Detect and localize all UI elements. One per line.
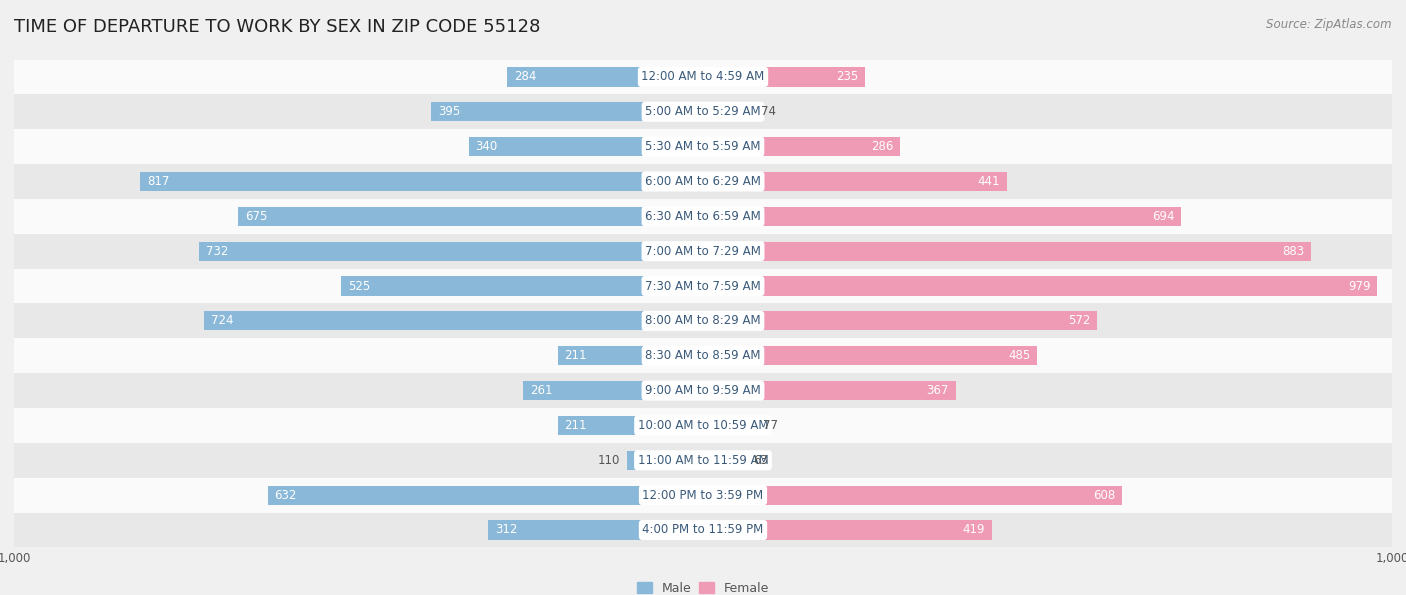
Bar	[508, 67, 703, 86]
Bar	[14, 303, 1392, 339]
Bar	[703, 172, 1007, 191]
Bar	[267, 486, 703, 505]
Bar	[141, 172, 703, 191]
Text: 11:00 AM to 11:59 AM: 11:00 AM to 11:59 AM	[638, 454, 768, 466]
Text: 110: 110	[598, 454, 620, 466]
Bar	[204, 311, 703, 330]
Legend: Male, Female: Male, Female	[631, 577, 775, 595]
Bar	[703, 521, 991, 540]
Bar	[703, 416, 756, 435]
Bar	[14, 339, 1392, 373]
Bar	[703, 206, 1181, 226]
Text: 340: 340	[475, 140, 498, 153]
Text: 8:30 AM to 8:59 AM: 8:30 AM to 8:59 AM	[645, 349, 761, 362]
Text: 419: 419	[962, 524, 984, 537]
Bar	[14, 512, 1392, 547]
Text: TIME OF DEPARTURE TO WORK BY SEX IN ZIP CODE 55128: TIME OF DEPARTURE TO WORK BY SEX IN ZIP …	[14, 18, 540, 36]
Text: 211: 211	[565, 349, 588, 362]
Bar	[14, 373, 1392, 408]
Text: 732: 732	[205, 245, 228, 258]
Bar	[14, 408, 1392, 443]
Bar	[703, 102, 754, 121]
Bar	[703, 381, 956, 400]
Bar	[14, 60, 1392, 95]
Bar	[14, 478, 1392, 512]
Bar	[14, 95, 1392, 129]
Bar	[488, 521, 703, 540]
Text: 525: 525	[349, 280, 370, 293]
Text: 261: 261	[530, 384, 553, 397]
Bar	[14, 164, 1392, 199]
Text: 74: 74	[761, 105, 776, 118]
Text: 724: 724	[211, 314, 233, 327]
Bar	[14, 443, 1392, 478]
Text: 883: 883	[1282, 245, 1305, 258]
Text: 367: 367	[927, 384, 949, 397]
Text: 12:00 AM to 4:59 AM: 12:00 AM to 4:59 AM	[641, 70, 765, 83]
Bar	[703, 311, 1097, 330]
Text: 5:00 AM to 5:29 AM: 5:00 AM to 5:29 AM	[645, 105, 761, 118]
Bar	[198, 242, 703, 261]
Text: 10:00 AM to 10:59 AM: 10:00 AM to 10:59 AM	[638, 419, 768, 432]
Bar	[703, 137, 900, 156]
Bar	[14, 199, 1392, 234]
Bar	[703, 67, 865, 86]
Bar	[703, 346, 1038, 365]
Bar	[627, 450, 703, 470]
Text: 63: 63	[754, 454, 768, 466]
Bar	[523, 381, 703, 400]
Bar	[703, 450, 747, 470]
Bar	[468, 137, 703, 156]
Text: 632: 632	[274, 488, 297, 502]
Text: 395: 395	[437, 105, 460, 118]
Text: 284: 284	[515, 70, 537, 83]
Bar	[430, 102, 703, 121]
Bar	[14, 234, 1392, 268]
Text: 485: 485	[1008, 349, 1031, 362]
Text: 608: 608	[1092, 488, 1115, 502]
Text: 77: 77	[763, 419, 778, 432]
Bar	[342, 277, 703, 296]
Text: 694: 694	[1152, 210, 1174, 223]
Bar	[703, 242, 1312, 261]
Text: 441: 441	[977, 175, 1000, 188]
Text: 286: 286	[870, 140, 893, 153]
Bar	[14, 268, 1392, 303]
Text: 7:00 AM to 7:29 AM: 7:00 AM to 7:29 AM	[645, 245, 761, 258]
Text: 8:00 AM to 8:29 AM: 8:00 AM to 8:29 AM	[645, 314, 761, 327]
Text: 9:00 AM to 9:59 AM: 9:00 AM to 9:59 AM	[645, 384, 761, 397]
Text: 6:30 AM to 6:59 AM: 6:30 AM to 6:59 AM	[645, 210, 761, 223]
Bar	[703, 486, 1122, 505]
Text: 312: 312	[495, 524, 517, 537]
Bar	[14, 129, 1392, 164]
Text: Source: ZipAtlas.com: Source: ZipAtlas.com	[1267, 18, 1392, 31]
Text: 5:30 AM to 5:59 AM: 5:30 AM to 5:59 AM	[645, 140, 761, 153]
Text: 817: 817	[148, 175, 169, 188]
Text: 7:30 AM to 7:59 AM: 7:30 AM to 7:59 AM	[645, 280, 761, 293]
Text: 979: 979	[1348, 280, 1371, 293]
Text: 675: 675	[245, 210, 267, 223]
Text: 235: 235	[835, 70, 858, 83]
Text: 211: 211	[565, 419, 588, 432]
Bar	[558, 346, 703, 365]
Bar	[238, 206, 703, 226]
Text: 12:00 PM to 3:59 PM: 12:00 PM to 3:59 PM	[643, 488, 763, 502]
Bar	[558, 416, 703, 435]
Text: 6:00 AM to 6:29 AM: 6:00 AM to 6:29 AM	[645, 175, 761, 188]
Text: 572: 572	[1067, 314, 1090, 327]
Text: 4:00 PM to 11:59 PM: 4:00 PM to 11:59 PM	[643, 524, 763, 537]
Bar	[703, 277, 1378, 296]
